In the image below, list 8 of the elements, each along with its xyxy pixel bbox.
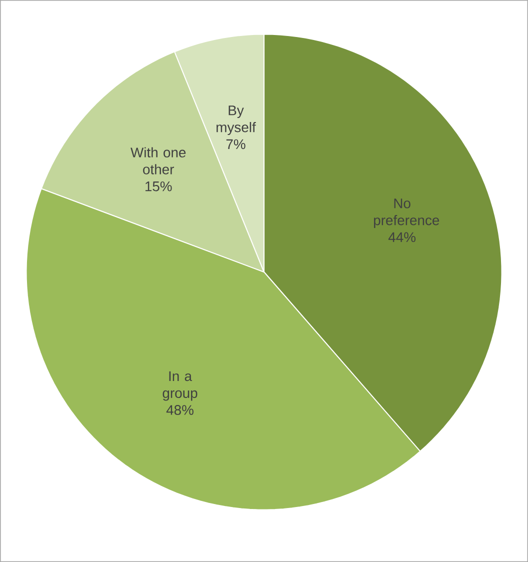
slice-label: With one other xyxy=(130,147,186,174)
data-label: 7% xyxy=(226,139,246,150)
slice-label: In a group xyxy=(162,371,198,401)
slice-label: By myself xyxy=(216,106,256,135)
data-label: 15% xyxy=(145,181,172,192)
data-label: 48% xyxy=(166,405,194,415)
data-label: 44% xyxy=(388,232,416,242)
slice-label: No preference xyxy=(374,198,440,228)
